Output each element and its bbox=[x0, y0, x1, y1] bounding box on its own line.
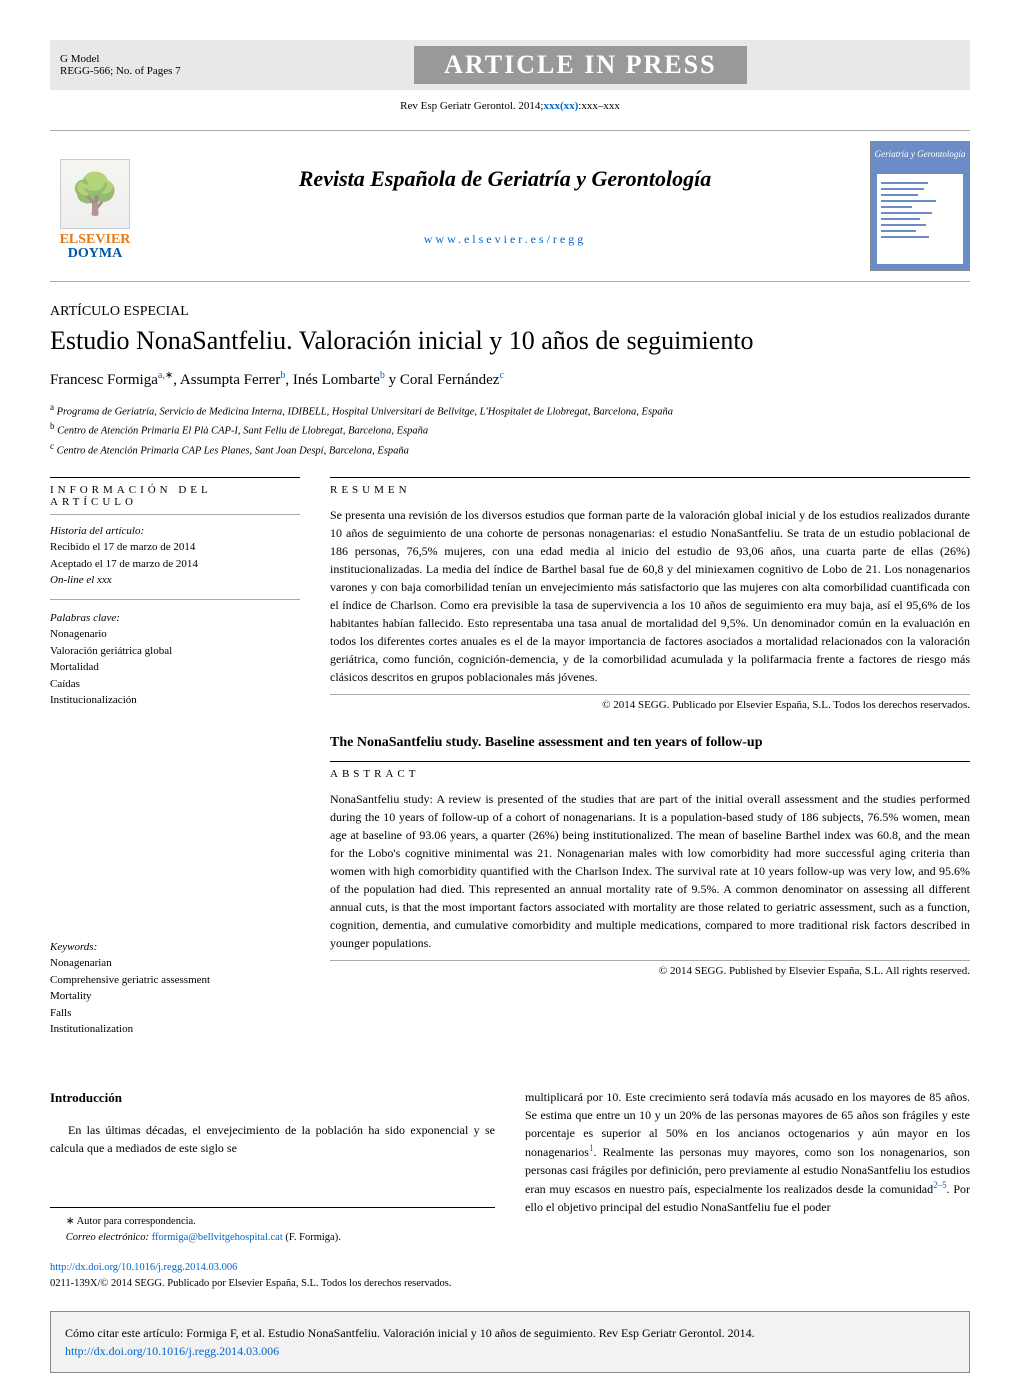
abstract-en-copyright: © 2014 SEGG. Published by Elsevier Españ… bbox=[330, 965, 970, 977]
keywords-es: Palabras clave: Nonagenario Valoración g… bbox=[50, 610, 300, 709]
keyword-item: Valoración geriátrica global bbox=[50, 643, 300, 660]
email-link[interactable]: fformiga@bellvitgehospital.cat bbox=[152, 1232, 283, 1243]
gmodel-code: REGG-566; No. of Pages 7 bbox=[60, 65, 181, 77]
doi-link[interactable]: http://dx.doi.org/10.1016/j.regg.2014.03… bbox=[50, 1262, 237, 1273]
keywords-en-head: Keywords: bbox=[50, 939, 300, 956]
citation-line: Rev Esp Geriatr Gerontol. 2014;xxx(xx):x… bbox=[50, 100, 970, 112]
affiliation-c: Centro de Atención Primaria CAP Les Plan… bbox=[57, 445, 409, 456]
affiliations: a Programa de Geriatría, Servicio de Med… bbox=[50, 401, 970, 459]
author-4-aff[interactable]: c bbox=[499, 370, 503, 381]
keyword-item: Nonagenarian bbox=[50, 955, 300, 972]
author-1-aff[interactable]: a, bbox=[158, 370, 165, 381]
keywords-en: Keywords: Nonagenarian Comprehensive ger… bbox=[50, 939, 300, 1038]
resumen-head: resumen bbox=[330, 477, 970, 500]
citation-suffix: :xxx–xxx bbox=[578, 100, 620, 112]
resumen-copyright: © 2014 SEGG. Publicado por Elsevier Espa… bbox=[330, 699, 970, 711]
keyword-item: Mortalidad bbox=[50, 659, 300, 676]
journal-url-link[interactable]: www.elsevier.es/regg bbox=[140, 232, 870, 247]
keyword-item: Nonagenario bbox=[50, 626, 300, 643]
introduction-head: Introducción bbox=[50, 1088, 495, 1108]
history-accepted: Aceptado el 17 de marzo de 2014 bbox=[50, 556, 300, 573]
gmodel-label: G Model bbox=[60, 53, 181, 65]
cover-thumb-title: Geriatría y Gerontología bbox=[871, 150, 969, 160]
keyword-item: Mortality bbox=[50, 988, 300, 1005]
sep: y bbox=[385, 372, 400, 388]
ref-2-5[interactable]: 2–5 bbox=[933, 1180, 947, 1190]
author-1: Francesc Formiga bbox=[50, 372, 158, 388]
keywords-es-head: Palabras clave: bbox=[50, 610, 300, 627]
author-3: Inés Lombarte bbox=[293, 372, 380, 388]
affiliation-b: Centro de Atención Primaria El Plà CAP-I… bbox=[57, 426, 428, 437]
history-received: Recibido el 17 de marzo de 2014 bbox=[50, 539, 300, 556]
affiliation-a: Programa de Geriatría, Servicio de Medic… bbox=[57, 407, 673, 418]
keyword-item: Caídas bbox=[50, 676, 300, 693]
footnotes: ∗ Autor para correspondencia. Correo ele… bbox=[50, 1207, 495, 1246]
author-2: Assumpta Ferrer bbox=[180, 372, 280, 388]
article-title: Estudio NonaSantfeliu. Valoración inicia… bbox=[50, 326, 970, 356]
abstract-en-title: The NonaSantfeliu study. Baseline assess… bbox=[330, 735, 970, 751]
masthead: ELSEVIER DOYMA Revista Española de Geria… bbox=[50, 130, 970, 281]
keyword-item: Institutionalization bbox=[50, 1021, 300, 1038]
corresponding-author: ∗ Autor para correspondencia. bbox=[50, 1214, 495, 1230]
resumen-body: Se presenta una revisión de los diversos… bbox=[330, 506, 970, 695]
doyma-text: DOYMA bbox=[68, 247, 122, 261]
history-online: On-line el xxx bbox=[50, 572, 300, 589]
keyword-item: Falls bbox=[50, 1005, 300, 1022]
introduction-section: Introducción En las últimas décadas, el … bbox=[50, 1088, 970, 1246]
history-head: Historia del artículo: bbox=[50, 523, 300, 540]
citation-prefix: Rev Esp Geriatr Gerontol. 2014; bbox=[400, 100, 543, 112]
article-history: Historia del artículo: Recibido el 17 de… bbox=[50, 523, 300, 600]
cite-doi-link[interactable]: http://dx.doi.org/10.1016/j.regg.2014.03… bbox=[65, 1344, 279, 1358]
gmodel-bar: G Model REGG-566; No. of Pages 7 ARTICLE… bbox=[50, 40, 970, 90]
gmodel-left: G Model REGG-566; No. of Pages 7 bbox=[60, 53, 181, 77]
author-1-corr[interactable]: ∗ bbox=[165, 370, 173, 381]
citation-vol: xxx(xx) bbox=[543, 100, 578, 112]
sep: , bbox=[285, 372, 293, 388]
email-label: Correo electrónico: bbox=[66, 1232, 152, 1243]
elsevier-tree-icon bbox=[60, 159, 130, 229]
author-4: Coral Fernández bbox=[400, 372, 500, 388]
abstract-en-body: NonaSantfeliu study: A review is present… bbox=[330, 790, 970, 961]
authors: Francesc Formigaa,∗, Assumpta Ferrerb, I… bbox=[50, 370, 970, 389]
intro-p1: En las últimas décadas, el envejecimient… bbox=[50, 1121, 495, 1157]
sep: , bbox=[173, 372, 180, 388]
cite-text: Cómo citar este artículo: Formiga F, et … bbox=[65, 1326, 755, 1340]
journal-cover-thumb: Geriatría y Gerontología bbox=[870, 141, 970, 271]
journal-center: Revista Española de Geriatría y Gerontol… bbox=[140, 166, 870, 247]
issn-line: 0211-139X/© 2014 SEGG. Publicado por Els… bbox=[50, 1276, 970, 1292]
elsevier-text: ELSEVIER bbox=[60, 233, 131, 247]
email-paren: (F. Formiga). bbox=[283, 1232, 341, 1243]
article-in-press-banner: ARTICLE IN PRESS bbox=[414, 46, 746, 84]
article-type: ARTÍCULO ESPECIAL bbox=[50, 304, 970, 320]
cite-box: Cómo citar este artículo: Formiga F, et … bbox=[50, 1311, 970, 1373]
elsevier-logo: ELSEVIER DOYMA bbox=[50, 151, 140, 261]
article-info-head: información del artículo bbox=[50, 477, 300, 515]
keyword-item: Institucionalización bbox=[50, 692, 300, 709]
doi-block: http://dx.doi.org/10.1016/j.regg.2014.03… bbox=[50, 1260, 970, 1292]
keyword-item: Comprehensive geriatric assessment bbox=[50, 972, 300, 989]
journal-name: Revista Española de Geriatría y Gerontol… bbox=[140, 166, 870, 192]
abstract-en-head: abstract bbox=[330, 761, 970, 784]
